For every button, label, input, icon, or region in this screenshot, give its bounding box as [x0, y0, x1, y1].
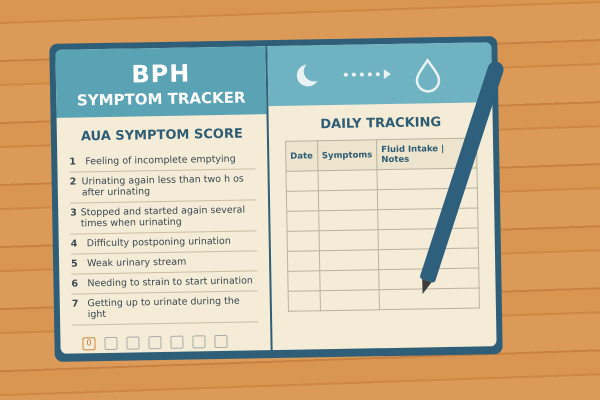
list-item: 7 Getting up to urinate during the ight — [71, 291, 259, 326]
moon-icon — [296, 61, 324, 87]
symptoms-cell[interactable] — [319, 269, 380, 291]
item-text: Urinating again less than two h os after… — [81, 173, 244, 199]
column-header: Date — [285, 140, 318, 172]
notes-cell[interactable] — [378, 227, 479, 250]
item-text: Getting up to urinate during the ight — [87, 295, 240, 321]
score-box[interactable] — [104, 336, 118, 351]
notes-cell[interactable] — [377, 207, 479, 230]
title-banner: BPH SYMPTOM TRACKER — [55, 46, 267, 118]
section-title: AUA SYMPTOM SCORE — [80, 126, 243, 145]
header-icons — [296, 58, 441, 93]
score-box[interactable] — [148, 336, 162, 350]
item-number: 5 — [71, 258, 78, 270]
item-number: 4 — [70, 238, 78, 250]
date-cell[interactable] — [286, 210, 319, 232]
arrow-dots-icon — [343, 69, 391, 80]
item-text: Needing to strain to start urination — [87, 275, 254, 290]
score-box[interactable] — [192, 335, 206, 349]
item-text: Stopped and started again several times … — [80, 204, 246, 230]
subtitle: SYMPTOM TRACKER — [76, 88, 246, 110]
score-boxes: 0 — [82, 334, 270, 351]
item-text: Weak urinary stream — [87, 256, 187, 270]
item-number: 1 — [69, 156, 77, 168]
item-text: Difficulty postponing urination — [86, 235, 231, 250]
symptoms-cell[interactable] — [318, 209, 379, 231]
score-box[interactable] — [214, 334, 228, 349]
item-text: Feeling of incomplete emptying — [85, 153, 236, 168]
header-strip — [267, 42, 493, 107]
title: BPH — [131, 59, 191, 89]
item-number: 7 — [71, 298, 79, 310]
symptoms-cell[interactable] — [319, 289, 380, 311]
list-item: 2 Urinating again less than two h os afte… — [69, 169, 257, 204]
score-box[interactable]: 0 — [82, 337, 96, 351]
date-cell[interactable] — [288, 290, 321, 312]
section-title: DAILY TRACKING — [320, 115, 442, 133]
score-box[interactable] — [126, 336, 140, 350]
water-drop-icon — [415, 58, 441, 93]
date-cell[interactable] — [287, 250, 320, 272]
date-cell[interactable] — [287, 270, 320, 292]
date-cell[interactable] — [286, 170, 318, 192]
date-cell[interactable] — [287, 230, 320, 252]
symptoms-cell[interactable] — [319, 249, 379, 271]
notes-cell[interactable] — [379, 287, 480, 310]
item-number: 3 — [70, 207, 77, 219]
symptoms-cell[interactable] — [317, 189, 378, 211]
item-number: 2 — [69, 176, 77, 188]
item-number: 6 — [71, 278, 79, 290]
list-item: 3 Stopped and started again several times… — [70, 200, 257, 235]
column-header: Symptoms — [317, 139, 378, 171]
symptoms-cell[interactable] — [318, 229, 379, 251]
right-page: DAILY TRACKING Date Symptoms Fluid Intake … — [267, 42, 497, 351]
table-row — [288, 287, 480, 312]
symptoms-cell[interactable] — [317, 169, 378, 191]
score-box[interactable] — [170, 335, 184, 349]
date-cell[interactable] — [286, 190, 319, 212]
